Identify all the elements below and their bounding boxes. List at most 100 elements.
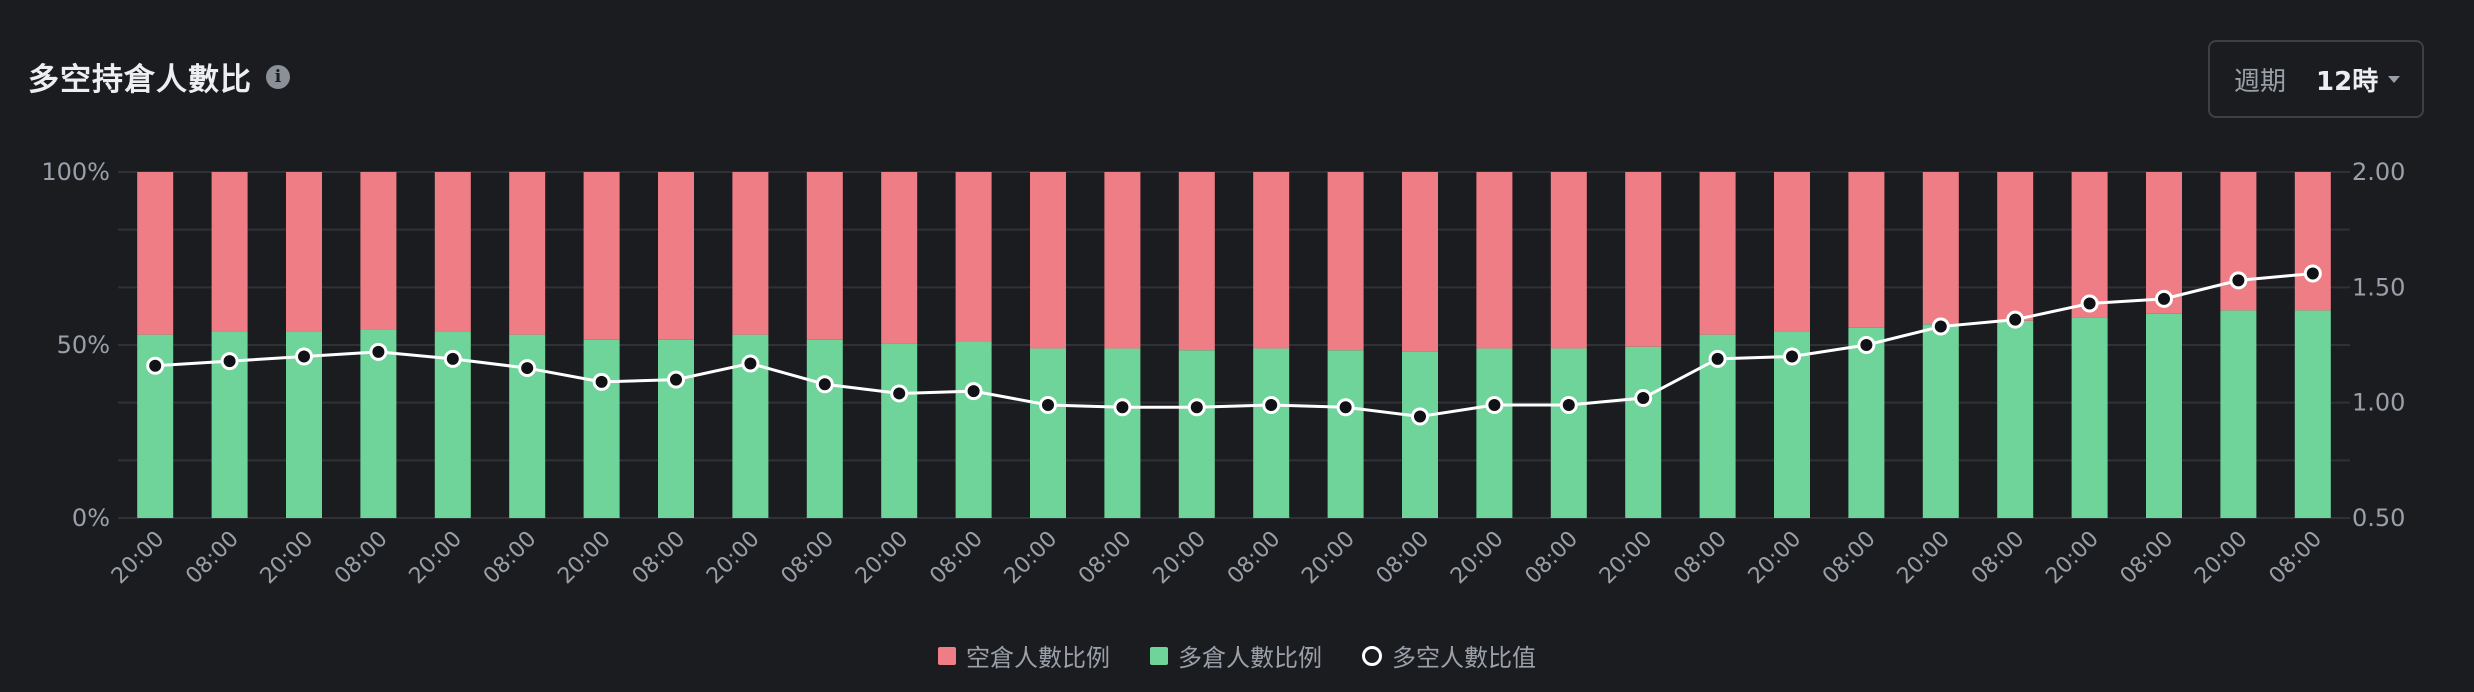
y-right-tick-label: 1.00 <box>2352 389 2405 417</box>
info-icon[interactable]: i <box>266 64 290 89</box>
bar-short <box>658 172 694 340</box>
ratio-point <box>815 375 834 394</box>
y-left-tick-label: 50% <box>57 331 110 359</box>
bar-short <box>286 172 322 332</box>
legend-item-short[interactable]: 空倉人數比例 <box>938 638 1110 673</box>
x-tick-label: 08:00 <box>2265 527 2328 590</box>
ratio-point <box>1262 395 1281 414</box>
x-tick-label: 20:00 <box>2190 527 2253 590</box>
x-tick-label: 20:00 <box>405 527 468 590</box>
x-tick-label: 08:00 <box>1967 527 2030 590</box>
bar-long <box>1550 348 1587 518</box>
ratio-point <box>1187 398 1206 417</box>
bar-short <box>1476 172 1513 349</box>
legend-label-long: 多倉人數比例 <box>1178 644 1322 672</box>
x-tick-label: 08:00 <box>1669 527 1732 590</box>
bar-short <box>806 172 843 340</box>
bar-long <box>955 341 992 518</box>
x-tick-label: 08:00 <box>777 527 840 590</box>
bar-long <box>2220 310 2257 518</box>
legend-swatch-ratio <box>1362 645 1382 666</box>
bar-short <box>1550 172 1587 349</box>
x-tick-label: 08:00 <box>1223 527 1286 590</box>
bar-short <box>1625 172 1662 347</box>
bar-short <box>1402 172 1438 352</box>
bar-long <box>806 339 843 518</box>
ratio-point <box>592 372 611 391</box>
bar-short <box>2294 172 2331 311</box>
bar-short <box>434 172 471 332</box>
ratio-point <box>1336 398 1355 417</box>
ratio-line <box>155 271 2313 419</box>
bar-short <box>732 172 769 335</box>
bar-short <box>1178 172 1215 351</box>
bar-short <box>955 172 992 342</box>
ratio-point <box>2006 310 2025 329</box>
bar-short <box>1922 172 1959 325</box>
ratio-point <box>2155 289 2173 308</box>
x-tick-label: 08:00 <box>330 527 393 590</box>
x-tick-label: 20:00 <box>1744 527 1807 590</box>
chart-legend: 空倉人數比例 多倉人數比例 多空人數比值 <box>0 638 2474 673</box>
bar-long <box>1178 350 1215 518</box>
ratio-point <box>741 354 760 373</box>
bar-long <box>1104 348 1141 518</box>
ratio-point <box>1931 317 1950 336</box>
x-tick-label: 08:00 <box>1372 527 1435 590</box>
ratio-point <box>964 382 983 401</box>
bar-long <box>1848 327 1885 518</box>
bar-long <box>1253 348 1290 518</box>
bar-short <box>1774 172 1810 332</box>
x-tick-label: 20:00 <box>1149 527 1212 590</box>
period-selector[interactable]: 週期 12時 <box>2208 40 2424 118</box>
bar-short <box>2220 172 2257 311</box>
legend-swatch-long <box>1150 646 1168 665</box>
x-tick-label: 20:00 <box>851 527 914 590</box>
x-tick-label: 20:00 <box>256 527 319 590</box>
bar-short <box>2071 172 2108 318</box>
chevron-down-icon <box>2388 75 2401 83</box>
bar-short <box>1253 172 1290 349</box>
legend-item-long[interactable]: 多倉人數比例 <box>1150 638 1322 673</box>
ratio-point <box>1857 336 1876 354</box>
bar-short <box>211 172 248 332</box>
bar-long <box>1997 320 2034 518</box>
bar-long <box>2146 313 2182 518</box>
bar-short <box>583 172 620 340</box>
x-tick-label: 20:00 <box>553 527 616 590</box>
x-tick-label: 20:00 <box>1595 527 1658 590</box>
ratio-point <box>890 384 909 403</box>
ratio-point <box>1559 395 1578 414</box>
ratio-point <box>1113 398 1132 417</box>
period-value: 12時 <box>2316 66 2379 97</box>
bar-short <box>1104 172 1141 349</box>
bar-long <box>1625 346 1662 518</box>
x-tick-label: 08:00 <box>925 527 988 590</box>
ratio-point <box>443 349 462 368</box>
bar-short <box>1030 172 1066 349</box>
bar-long <box>881 343 918 518</box>
ratio-point <box>369 342 388 361</box>
legend-label-ratio: 多空人數比值 <box>1392 644 1536 672</box>
ratio-point <box>220 352 239 371</box>
bar-short <box>1327 172 1364 351</box>
ratio-point <box>1708 349 1727 368</box>
ratio-point <box>1411 407 1429 426</box>
ratio-point <box>518 359 537 378</box>
bar-long <box>658 339 694 518</box>
bar-long <box>1327 350 1364 518</box>
period-label: 週期 <box>2234 66 2287 97</box>
bar-short <box>1997 172 2034 321</box>
legend-item-ratio[interactable]: 多空人數比值 <box>1362 638 1536 673</box>
ratio-point <box>667 370 685 389</box>
x-tick-label: 08:00 <box>628 527 691 590</box>
y-right-tick-label: 1.50 <box>2352 273 2405 301</box>
bar-long <box>2071 317 2108 518</box>
x-tick-label: 08:00 <box>479 527 542 590</box>
ratio-point <box>146 356 165 375</box>
x-tick-label: 08:00 <box>1818 527 1881 590</box>
bar-long <box>1030 348 1066 518</box>
x-tick-label: 20:00 <box>1297 527 1360 590</box>
x-tick-label: 20:00 <box>2041 527 2104 590</box>
